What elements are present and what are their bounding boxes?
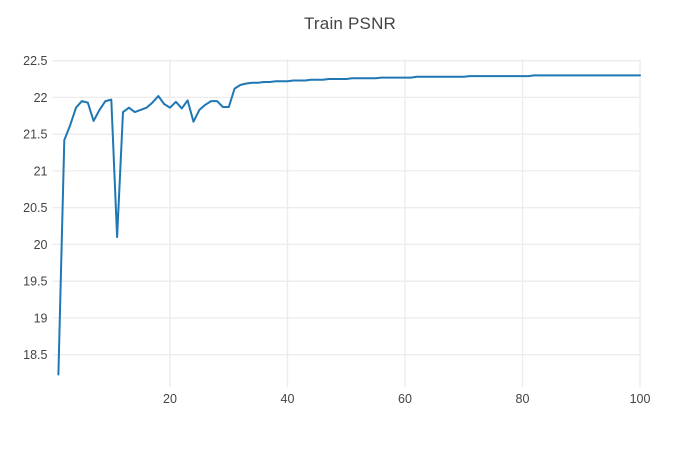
x-tick-label: 100: [630, 392, 651, 406]
y-tick-label: 21: [34, 164, 48, 178]
y-tick-label: 20: [34, 238, 48, 252]
psnr-line: [57, 74, 641, 376]
y-tick-label: 22.5: [23, 54, 47, 68]
y-tick-label: 20.5: [23, 201, 47, 215]
x-tick-label: 80: [516, 392, 530, 406]
x-tick-label: 20: [163, 392, 177, 406]
y-tick-label: 21.5: [23, 128, 47, 142]
x-tick-label: 60: [398, 392, 412, 406]
y-tick-label: 19: [34, 311, 48, 325]
y-tick-label: 18.5: [23, 348, 47, 362]
y-tick-label: 22: [34, 91, 48, 105]
x-tick-label: 40: [281, 392, 295, 406]
y-tick-label: 19.5: [23, 275, 47, 289]
chart-title: Train PSNR: [303, 14, 397, 33]
